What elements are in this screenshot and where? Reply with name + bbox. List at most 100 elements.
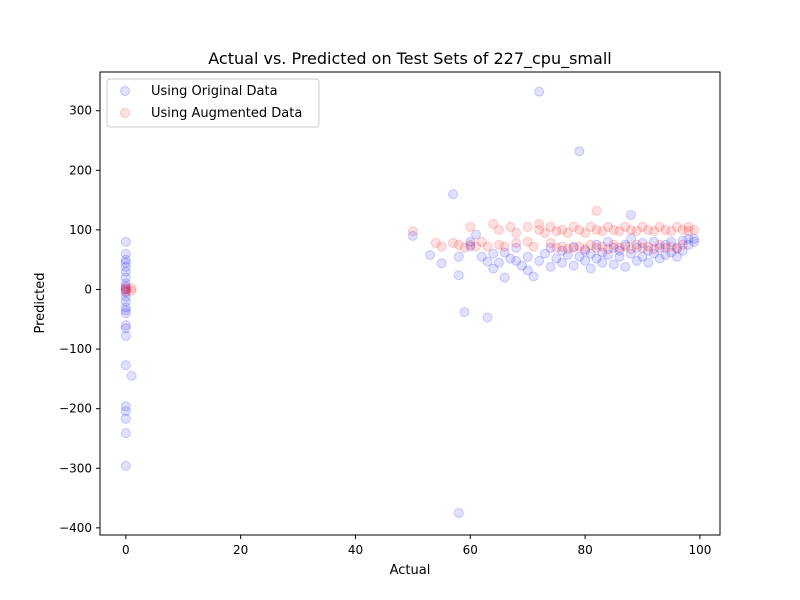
original-data-point-69 bbox=[591, 253, 602, 264]
original-data-point-44 bbox=[499, 247, 510, 258]
original-data-point-15 bbox=[120, 308, 131, 319]
augmented-data-point-48 bbox=[597, 241, 608, 252]
legend-label-augmented: Using Augmented Data bbox=[151, 106, 302, 121]
original-data-point-103 bbox=[683, 233, 694, 244]
augmented-data-point-33 bbox=[557, 241, 568, 252]
augmented-data-point-61 bbox=[631, 226, 642, 237]
augmented-data-point-5 bbox=[407, 226, 418, 237]
original-data-point-67 bbox=[585, 263, 596, 274]
original-data-point-43 bbox=[499, 272, 510, 283]
augmented-data-point-14 bbox=[476, 236, 487, 247]
original-data-point-92 bbox=[654, 253, 665, 264]
original-data-point-45 bbox=[505, 253, 516, 264]
augmented-data-point-0 bbox=[120, 284, 131, 295]
augmented-data-point-38 bbox=[568, 221, 579, 232]
original-data-point-2 bbox=[120, 254, 131, 265]
augmented-data-point-9 bbox=[453, 239, 464, 250]
original-data-point-73 bbox=[603, 249, 614, 260]
y-tick-label: −200 bbox=[59, 402, 92, 416]
original-data-point-28 bbox=[436, 258, 447, 269]
legend: Using Original Data Using Augmented Data bbox=[106, 78, 320, 128]
original-data-point-88 bbox=[643, 257, 654, 268]
original-data-point-26 bbox=[407, 230, 418, 241]
augmented-data-point-79 bbox=[683, 221, 694, 232]
chart-title: Actual vs. Predicted on Test Sets of 227… bbox=[208, 49, 611, 69]
original-data-point-58 bbox=[557, 257, 568, 268]
original-data-point-37 bbox=[476, 251, 487, 262]
augmented-data-point-2 bbox=[120, 286, 131, 297]
original-data-point-81 bbox=[626, 210, 637, 221]
augmented-data-point-72 bbox=[666, 241, 677, 252]
original-data-point-27 bbox=[425, 249, 436, 260]
original-data-point-1 bbox=[120, 248, 131, 259]
original-data-point-3 bbox=[120, 257, 131, 268]
original-data-point-23 bbox=[120, 428, 131, 439]
original-data-point-93 bbox=[654, 242, 665, 253]
augmented-data-point-3 bbox=[126, 283, 137, 294]
original-data-point-99 bbox=[671, 242, 682, 253]
y-axis-ticks: −400 −300 −200 −100 0 100 200 300 bbox=[59, 104, 100, 535]
legend-marker-augmented bbox=[120, 108, 130, 118]
augmented-data-point-22 bbox=[511, 227, 522, 238]
augmented-data-point-75 bbox=[671, 221, 682, 232]
augmented-data-point-55 bbox=[614, 226, 625, 237]
original-data-point-55 bbox=[545, 261, 556, 272]
original-data-point-5 bbox=[120, 266, 131, 277]
augmented-data-point-37 bbox=[568, 242, 579, 253]
augmented-data-point-62 bbox=[637, 242, 648, 253]
augmented-data-point-23 bbox=[522, 236, 533, 247]
original-data-point-17 bbox=[120, 323, 131, 334]
original-data-point-94 bbox=[660, 249, 671, 260]
original-data-point-40 bbox=[488, 263, 499, 274]
augmented-data-point-1 bbox=[120, 282, 131, 293]
original-data-point-52 bbox=[534, 86, 545, 97]
original-data-point-42 bbox=[493, 257, 504, 268]
augmented-data-point-20 bbox=[505, 221, 516, 232]
augmented-data-point-52 bbox=[608, 239, 619, 250]
original-data-point-4 bbox=[120, 261, 131, 272]
original-data-point-65 bbox=[580, 255, 591, 266]
original-data-point-86 bbox=[637, 251, 648, 262]
original-data-point-48 bbox=[516, 260, 527, 271]
augmented-data-point-80 bbox=[689, 224, 700, 235]
original-data-point-36 bbox=[471, 229, 482, 240]
y-tick-label: 300 bbox=[69, 104, 92, 118]
augmented-data-point-49 bbox=[597, 226, 608, 237]
augmented-data-point-39 bbox=[574, 241, 585, 252]
original-data-point-53 bbox=[534, 255, 545, 266]
original-data-point-12 bbox=[120, 296, 131, 307]
original-data-point-95 bbox=[660, 239, 671, 250]
augmented-data-point-78 bbox=[683, 226, 694, 237]
augmented-data-point-21 bbox=[511, 238, 522, 249]
y-tick-label: −300 bbox=[59, 461, 92, 475]
augmented-data-point-17 bbox=[493, 239, 504, 250]
legend-label-original: Using Original Data bbox=[151, 84, 278, 99]
original-data-point-75 bbox=[608, 259, 619, 270]
data-points-layer bbox=[120, 86, 700, 518]
original-data-point-18 bbox=[120, 330, 131, 341]
original-data-point-56 bbox=[545, 242, 556, 253]
original-data-point-98 bbox=[671, 251, 682, 262]
augmented-data-point-69 bbox=[654, 221, 665, 232]
x-tick-label: 80 bbox=[577, 543, 592, 557]
original-data-point-41 bbox=[488, 248, 499, 259]
original-data-point-38 bbox=[482, 312, 493, 323]
original-data-point-84 bbox=[631, 255, 642, 266]
augmented-data-point-77 bbox=[677, 224, 688, 235]
original-data-point-68 bbox=[585, 248, 596, 259]
original-data-point-87 bbox=[637, 238, 648, 249]
augmented-data-point-57 bbox=[620, 221, 631, 232]
augmented-data-point-27 bbox=[534, 218, 545, 229]
original-data-point-9 bbox=[120, 284, 131, 295]
original-data-point-62 bbox=[568, 241, 579, 252]
original-data-point-11 bbox=[120, 291, 131, 302]
original-data-point-70 bbox=[591, 239, 602, 250]
augmented-data-point-11 bbox=[465, 239, 476, 250]
augmented-data-point-64 bbox=[643, 241, 654, 252]
original-data-point-30 bbox=[453, 270, 464, 281]
original-data-point-66 bbox=[580, 245, 591, 256]
augmented-data-point-40 bbox=[574, 224, 585, 235]
augmented-data-point-56 bbox=[620, 241, 631, 252]
original-data-point-104 bbox=[689, 236, 700, 247]
augmented-data-point-60 bbox=[631, 239, 642, 250]
